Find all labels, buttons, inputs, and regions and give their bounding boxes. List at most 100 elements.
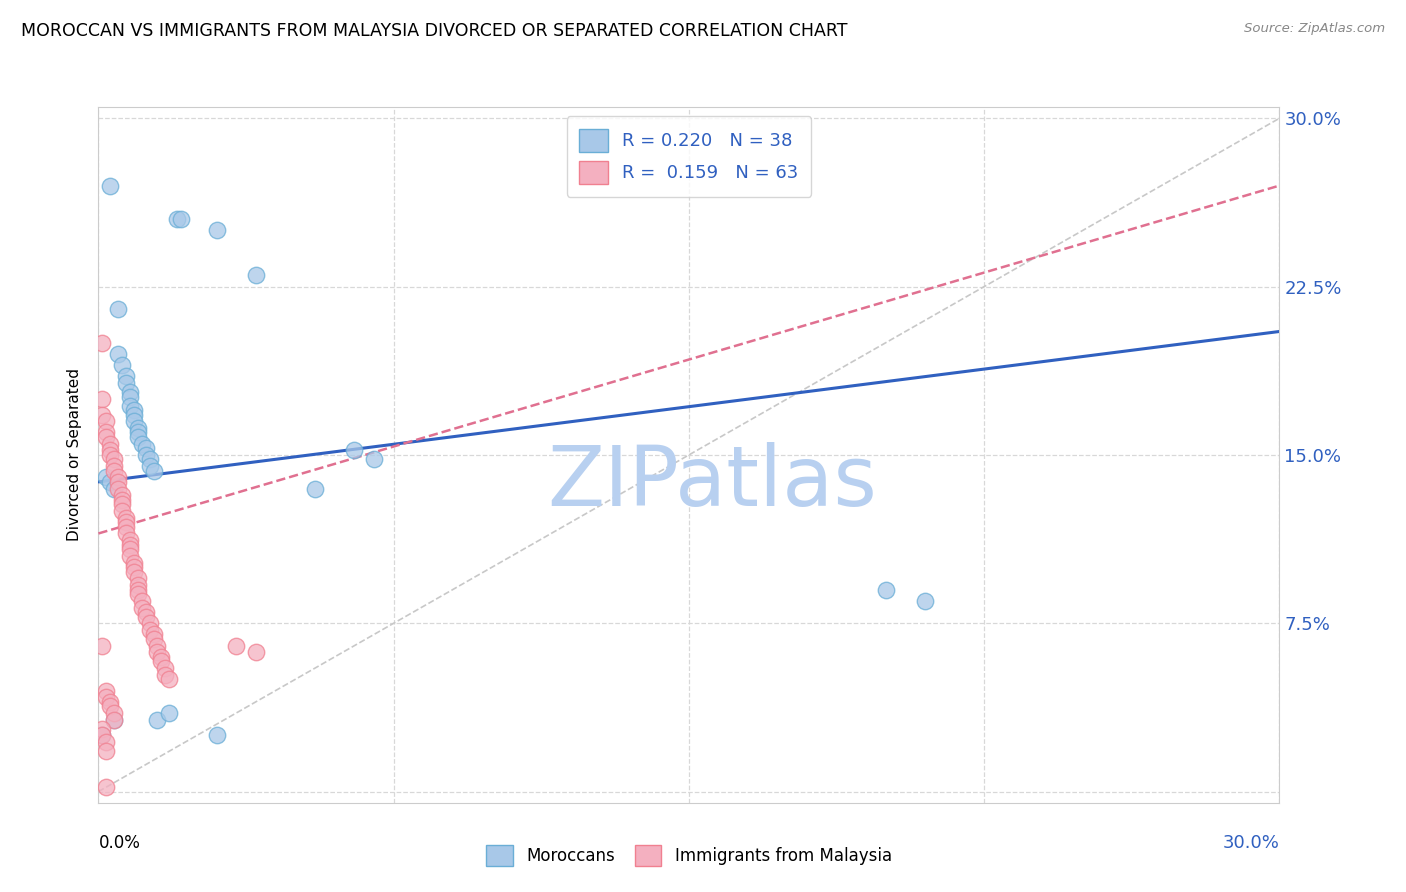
Point [127,425,149,440]
Point [111,358,134,372]
Point [118,538,141,552]
Point [157,706,180,720]
Point [98,475,121,489]
Point [103,464,125,478]
Point [115,515,138,529]
Point [142,632,165,646]
Point [111,497,134,511]
Point [150,649,173,664]
Point [122,403,145,417]
Legend: Moroccans, Immigrants from Malaysia: Moroccans, Immigrants from Malaysia [478,837,900,875]
Text: 30.0%: 30.0% [1223,834,1279,852]
Point [875,582,897,597]
Point [304,482,326,496]
Point [107,475,129,489]
Point [115,510,138,524]
Point [138,616,160,631]
Point [122,408,145,422]
Point [146,713,169,727]
Point [111,504,134,518]
Point [205,223,228,237]
Point [115,376,138,390]
Point [914,594,936,608]
Point [131,436,153,450]
Y-axis label: Divorced or Separated: Divorced or Separated [67,368,83,541]
Point [157,673,180,687]
Point [96,735,118,749]
Point [131,594,153,608]
Point [205,729,228,743]
Point [135,441,157,455]
Point [122,565,145,579]
Point [127,578,149,592]
Point [96,425,118,440]
Point [91,408,114,422]
Point [135,448,157,462]
Point [146,645,169,659]
Point [118,385,141,400]
Point [98,178,121,193]
Point [131,600,153,615]
Point [96,470,118,484]
Point [122,560,145,574]
Point [103,706,125,720]
Point [127,587,149,601]
Point [225,639,247,653]
Point [150,654,173,668]
Point [245,645,267,659]
Point [103,713,125,727]
Point [166,212,188,227]
Point [107,347,129,361]
Point [142,464,165,478]
Point [170,212,193,227]
Point [127,421,149,435]
Point [96,744,118,758]
Point [107,482,129,496]
Point [98,695,121,709]
Point [96,414,118,428]
Point [138,459,160,474]
Point [118,390,141,404]
Point [111,488,134,502]
Point [96,780,118,794]
Point [115,526,138,541]
Point [91,639,114,653]
Point [245,268,267,283]
Point [103,482,125,496]
Point [118,399,141,413]
Point [115,520,138,534]
Point [96,683,118,698]
Point [127,582,149,597]
Point [103,452,125,467]
Point [118,549,141,563]
Point [107,301,129,316]
Text: ZIPatlas: ZIPatlas [547,442,877,524]
Point [118,542,141,557]
Point [135,605,157,619]
Point [155,661,177,675]
Point [96,690,118,705]
Point [91,722,114,736]
Point [135,609,157,624]
Point [98,436,121,450]
Point [127,571,149,585]
Point [91,729,114,743]
Point [111,492,134,507]
Point [138,452,160,467]
Point [122,414,145,428]
Text: 0.0%: 0.0% [98,834,141,852]
Point [103,713,125,727]
Point [155,668,177,682]
Point [118,533,141,548]
Point [115,369,138,384]
Text: Source: ZipAtlas.com: Source: ZipAtlas.com [1244,22,1385,36]
Point [138,623,160,637]
Point [127,430,149,444]
Point [103,459,125,474]
Point [363,452,385,467]
Point [343,443,366,458]
Point [96,430,118,444]
Point [98,443,121,458]
Legend: R = 0.220   N = 38, R =  0.159   N = 63: R = 0.220 N = 38, R = 0.159 N = 63 [567,116,811,197]
Point [98,699,121,714]
